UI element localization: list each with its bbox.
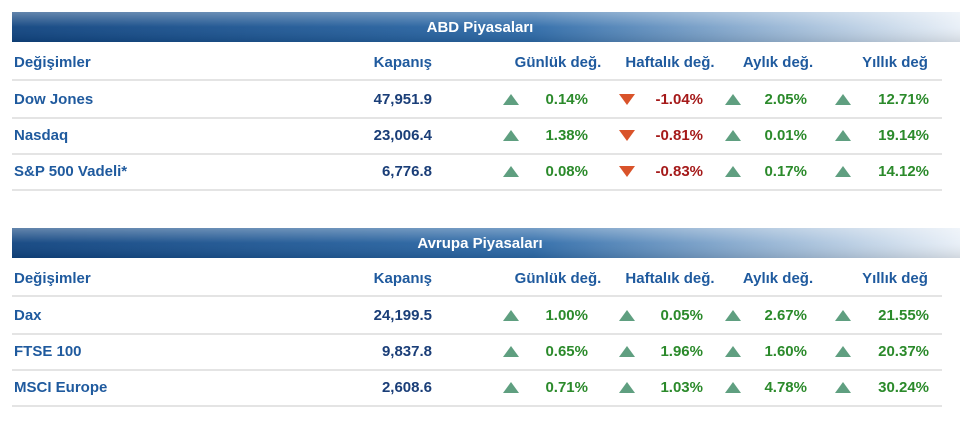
up-arrow bbox=[619, 382, 635, 393]
up-arrow bbox=[835, 166, 851, 177]
change-value: -0.83% bbox=[655, 163, 703, 180]
change-value: 0.14% bbox=[545, 91, 588, 108]
column-header: Kapanış bbox=[374, 270, 432, 287]
title-bar-shine bbox=[12, 228, 960, 258]
up-arrow bbox=[835, 94, 851, 105]
row-name: MSCI Europe bbox=[14, 379, 107, 396]
column-header: Değişimler bbox=[14, 54, 91, 71]
row-name: S&P 500 Vadeli* bbox=[14, 163, 127, 180]
change-value: 4.78% bbox=[764, 379, 807, 396]
close-value: 2,608.6 bbox=[382, 379, 432, 396]
row-name: Nasdaq bbox=[14, 127, 68, 144]
up-arrow bbox=[619, 310, 635, 321]
change-value: 0.05% bbox=[660, 307, 703, 324]
change-value: 30.24% bbox=[878, 379, 929, 396]
title-bar-shine bbox=[12, 12, 960, 42]
change-value: 1.96% bbox=[660, 343, 703, 360]
up-arrow bbox=[725, 346, 741, 357]
column-header: Yıllık değ bbox=[862, 270, 928, 287]
column-header: Günlük değ. bbox=[515, 270, 602, 287]
column-header: Günlük değ. bbox=[515, 54, 602, 71]
up-arrow bbox=[503, 310, 519, 321]
up-arrow bbox=[835, 346, 851, 357]
change-value: 1.60% bbox=[764, 343, 807, 360]
column-header: Kapanış bbox=[374, 54, 432, 71]
column-header: Aylık değ. bbox=[743, 270, 813, 287]
up-arrow bbox=[725, 94, 741, 105]
down-arrow bbox=[619, 94, 635, 105]
column-header: Haftalık değ. bbox=[625, 270, 714, 287]
change-value: 0.17% bbox=[764, 163, 807, 180]
column-header: Haftalık değ. bbox=[625, 54, 714, 71]
up-arrow bbox=[835, 130, 851, 141]
change-value: 0.08% bbox=[545, 163, 588, 180]
close-value: 9,837.8 bbox=[382, 343, 432, 360]
change-value: 2.67% bbox=[764, 307, 807, 324]
up-arrow bbox=[725, 130, 741, 141]
up-arrow bbox=[503, 94, 519, 105]
up-arrow bbox=[619, 346, 635, 357]
down-arrow bbox=[619, 166, 635, 177]
up-arrow bbox=[503, 130, 519, 141]
up-arrow bbox=[725, 310, 741, 321]
row-name: FTSE 100 bbox=[14, 343, 82, 360]
change-value: 19.14% bbox=[878, 127, 929, 144]
change-value: 1.03% bbox=[660, 379, 703, 396]
change-value: 1.00% bbox=[545, 307, 588, 324]
change-value: 0.71% bbox=[545, 379, 588, 396]
table-title: ABD Piyasaları bbox=[427, 19, 534, 36]
close-value: 23,006.4 bbox=[374, 127, 433, 144]
up-arrow bbox=[725, 166, 741, 177]
up-arrow bbox=[503, 346, 519, 357]
change-value: 21.55% bbox=[878, 307, 929, 324]
up-arrow bbox=[725, 382, 741, 393]
close-value: 6,776.8 bbox=[382, 163, 432, 180]
up-arrow bbox=[835, 310, 851, 321]
column-header: Değişimler bbox=[14, 270, 91, 287]
change-value: -0.81% bbox=[655, 127, 703, 144]
close-value: 47,951.9 bbox=[374, 91, 432, 108]
column-header: Aylık değ. bbox=[743, 54, 813, 71]
change-value: -1.04% bbox=[655, 91, 703, 108]
down-arrow bbox=[619, 130, 635, 141]
column-header: Yıllık değ bbox=[862, 54, 928, 71]
table-title: Avrupa Piyasaları bbox=[417, 235, 542, 252]
change-value: 1.38% bbox=[545, 127, 588, 144]
change-value: 14.12% bbox=[878, 163, 929, 180]
close-value: 24,199.5 bbox=[374, 307, 432, 324]
up-arrow bbox=[503, 166, 519, 177]
up-arrow bbox=[835, 382, 851, 393]
change-value: 12.71% bbox=[878, 91, 929, 108]
row-name: Dow Jones bbox=[14, 91, 93, 108]
change-value: 0.65% bbox=[545, 343, 588, 360]
change-value: 20.37% bbox=[878, 343, 929, 360]
change-value: 0.01% bbox=[764, 127, 807, 144]
change-value: 2.05% bbox=[764, 91, 807, 108]
row-name: Dax bbox=[14, 307, 42, 324]
up-arrow bbox=[503, 382, 519, 393]
